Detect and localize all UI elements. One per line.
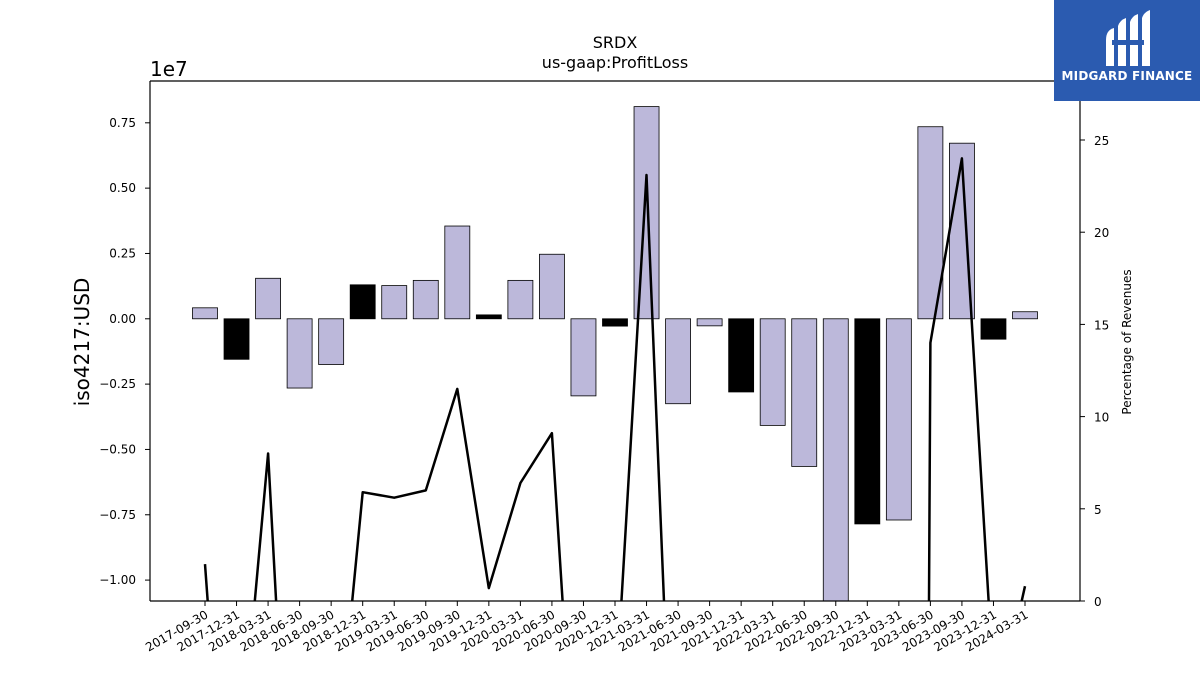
bar-2017-12-31: [223, 318, 250, 360]
bar-2023-03-31: [885, 318, 912, 521]
bar-2021-03-31: [633, 106, 660, 320]
bar-2019-03-31: [381, 285, 408, 320]
y-tick-label: 0.75: [109, 116, 136, 130]
bar-2019-09-30: [444, 225, 471, 320]
bar-2018-06-30: [286, 318, 313, 389]
bar-2021-06-30: [665, 318, 691, 405]
right-y-tick-label: 5: [1094, 503, 1102, 517]
bar-2021-09-30: [696, 318, 723, 327]
bar-2022-03-31: [759, 318, 786, 426]
midgard-finance-logo: MIDGARD FINANCE: [1054, 0, 1200, 101]
right-y-tick-label: 10: [1094, 411, 1109, 425]
bar-2022-12-31: [854, 318, 881, 525]
bar-2019-06-30: [412, 279, 439, 320]
bar-2020-09-30: [570, 318, 597, 397]
y-tick-label: −0.25: [99, 377, 136, 391]
bar-2022-06-30: [791, 318, 818, 467]
y-tick-label: 0.00: [109, 312, 136, 326]
midgard-logo-icon: [1106, 10, 1150, 66]
y-tick-label: 0.25: [109, 246, 136, 260]
bar-2019-12-31: [475, 314, 502, 320]
y-tick-label: −0.75: [99, 508, 136, 522]
bar-2021-12-31: [728, 318, 755, 393]
bars-layer: [192, 106, 1038, 601]
ticks-layer: −1.00 −0.75 −0.50 −0.25 0.00 0.25 0.50 0.75 0 5 10…: [99, 116, 1109, 655]
right-y-tick-label: 15: [1094, 318, 1109, 332]
chart-title: SRDX: [593, 33, 638, 52]
bar-2018-09-30: [318, 318, 345, 365]
y-tick-label: 0.50: [109, 181, 136, 195]
y-offset-label: 1e7: [150, 57, 188, 81]
bar-2020-03-31: [507, 279, 534, 320]
bar-2020-06-30: [539, 253, 565, 320]
right-y-axis-label: Percentage of Revenues: [1120, 269, 1134, 414]
bar-2018-12-31: [349, 284, 376, 320]
right-y-tick-label: 20: [1094, 226, 1109, 240]
right-y-tick-label: 0: [1094, 595, 1102, 609]
bar-2022-09-30: [822, 318, 849, 601]
bar-2018-03-31: [255, 277, 281, 320]
bar-2017-09-30: [192, 307, 218, 320]
y-tick-label: −1.00: [99, 573, 136, 587]
right-y-tick-label: 25: [1094, 134, 1109, 148]
chart-subtitle: us-gaap:ProfitLoss: [542, 53, 688, 72]
revenue-percentage-line: [203, 157, 1027, 601]
bar-2024-03-31: [1012, 311, 1038, 320]
bar-2020-12-31: [602, 318, 628, 327]
bar-2023-12-31: [980, 318, 1007, 340]
revenue-percentage-line-layer: [203, 157, 1027, 601]
logo-text: MIDGARD FINANCE: [1061, 69, 1193, 83]
y-axis-label: iso4217:USD: [70, 278, 94, 407]
y-tick-label: −0.50: [99, 442, 136, 456]
